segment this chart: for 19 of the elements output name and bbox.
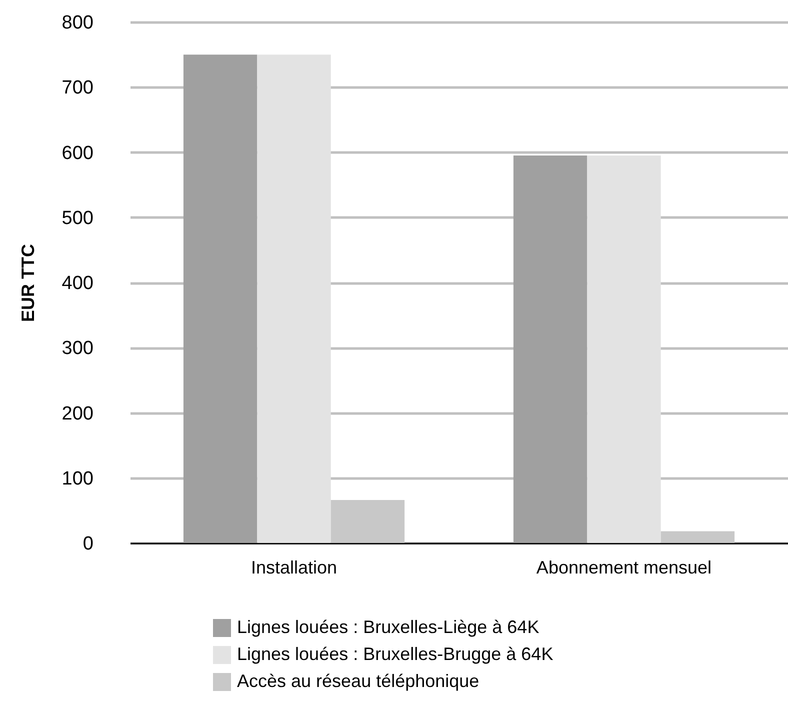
y-tick-label: 200 [62,403,94,424]
legend-label: Lignes louées : Bruxelles-Brugge à 64K [237,644,554,664]
x-tick-label: Installation [250,558,338,578]
x-tick-label: Abonnement mensuel [536,558,712,578]
legend-label: Accès au réseau téléphonique [237,671,480,691]
y-axis-title: EUR TTC [18,244,38,322]
bar [183,54,258,543]
bar [587,156,661,543]
y-tick-label: 100 [62,468,94,490]
y-tick-label: 700 [62,78,94,99]
y-tick-label: 0 [82,534,94,554]
y-tick-label: 600 [62,142,94,164]
y-tick-label: 800 [62,12,94,34]
bar [257,54,331,543]
legend-label: Lignes louées : Bruxelles-Liège à 64K [237,617,540,637]
bar [513,156,588,543]
y-tick-label: 400 [62,273,94,294]
y-tick-label: 500 [62,208,94,229]
y-tick-label: 300 [62,338,94,360]
